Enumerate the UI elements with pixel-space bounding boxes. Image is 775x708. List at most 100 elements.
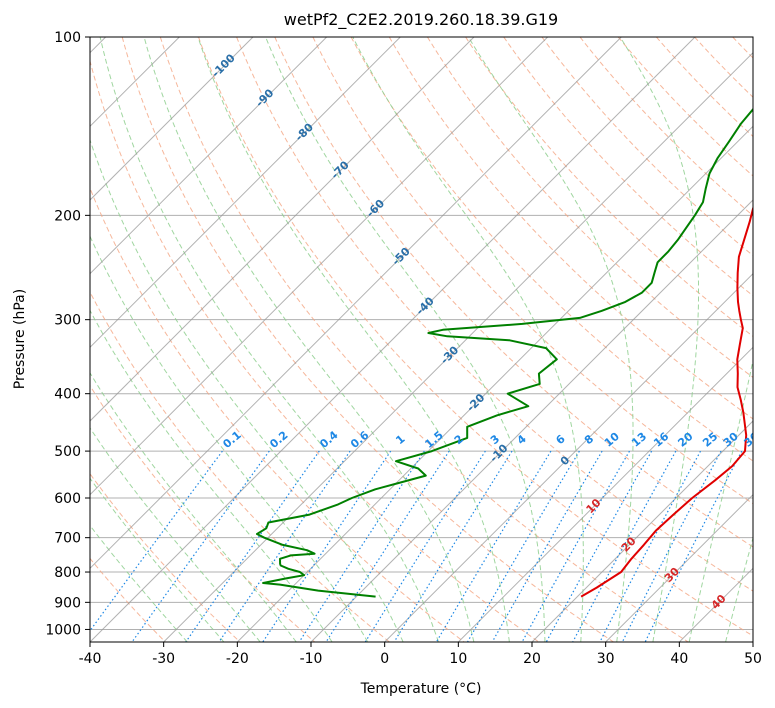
pressure-gridlines <box>90 37 753 630</box>
isotherm-line <box>90 37 475 422</box>
dry-adiabat-line <box>656 37 753 138</box>
mixing-ratio-lines <box>90 450 743 642</box>
isotherm-line <box>678 567 753 642</box>
x-tick-label: 10 <box>449 651 467 667</box>
moist-adiabat-line <box>619 37 699 642</box>
mixing-ratio-line <box>521 450 631 642</box>
mixing-ratio-label: 2 <box>452 432 466 447</box>
x-tick-label: -30 <box>152 651 175 667</box>
mixing-ratio-line <box>185 450 320 642</box>
x-tick-label: -40 <box>79 651 102 667</box>
mixing-ratio-line <box>491 450 603 642</box>
y-axis-label: Pressure (hPa) <box>12 289 28 389</box>
x-axis-label: Temperature (°C) <box>360 681 482 697</box>
moist-adiabat-line <box>90 524 188 642</box>
isotherm-line <box>531 420 753 642</box>
mixing-ratio-label: 4 <box>515 432 529 447</box>
y-tick-label: 400 <box>54 387 81 403</box>
isotherm-line <box>605 493 753 642</box>
plot-area: -100-90-80-70-60-50-40-30-20-10 010203040… <box>90 37 775 642</box>
isotherm-line <box>90 37 328 275</box>
mixing-ratio-label: 0.4 <box>317 428 341 451</box>
x-tick-label: -10 <box>300 651 323 667</box>
mixing-ratio-line <box>325 450 450 642</box>
dry-adiabat-line <box>90 472 241 642</box>
dry-adiabat-line <box>465 37 753 337</box>
dry-adiabat-line <box>771 37 775 642</box>
profile-series <box>256 107 753 598</box>
moist-adiabats <box>90 37 753 642</box>
x-tick-label: 50 <box>744 651 762 667</box>
y-tick-label: 300 <box>54 313 81 329</box>
isotherm-line <box>90 37 401 349</box>
moist-adiabat-line <box>99 37 439 642</box>
dry-adiabat-line <box>90 291 390 642</box>
mixing-ratio-label: 0.2 <box>267 428 290 450</box>
y-tick-label: 700 <box>54 531 81 547</box>
dry-adiabat-line <box>274 37 753 548</box>
isotherm-line <box>163 51 753 642</box>
mixing-ratio-label: 10 <box>602 430 622 450</box>
y-tick-label: 800 <box>54 565 81 581</box>
mixing-ratio-line <box>393 450 513 642</box>
dewpoint-profile-line <box>256 107 753 598</box>
dry-adiabats <box>90 37 775 642</box>
moist-adiabat-line <box>143 37 475 642</box>
mixing-ratio-line <box>364 450 486 642</box>
mixing-ratio-line <box>545 450 653 642</box>
x-tick-label: 0 <box>380 651 389 667</box>
moist-adiabat-line <box>90 235 369 642</box>
mixing-ratio-label: 8 <box>582 432 596 447</box>
mixing-ratio-line <box>131 450 270 642</box>
isotherm-line <box>457 346 753 642</box>
x-tick-label: 20 <box>523 651 541 667</box>
dry-adiabat-line <box>350 37 753 462</box>
moist-adiabat-line <box>688 358 753 642</box>
x-tick-label: 30 <box>597 651 615 667</box>
x-tick-label: -20 <box>226 651 249 667</box>
mixing-ratio-label: 0.6 <box>348 428 372 451</box>
mixing-ratio-label: 13 <box>629 430 649 450</box>
moist-adiabat-line <box>90 309 333 642</box>
mixing-ratio-line <box>621 450 722 642</box>
isotherm-line <box>236 125 753 642</box>
isotherm-line <box>752 641 753 642</box>
line-labels: -100-90-80-70-60-50-40-30-20-10 010203040… <box>209 51 761 612</box>
isotherm-line <box>90 37 254 201</box>
dry-adiabat-line <box>617 37 753 177</box>
isotherm-line <box>384 272 753 642</box>
mixing-ratio-line <box>218 450 351 642</box>
moist-adiabat-line <box>90 427 261 642</box>
dry-adiabat-line <box>198 37 753 637</box>
moist-adiabat-line <box>725 536 753 642</box>
y-tick-label: 1000 <box>45 622 81 638</box>
moist-adiabat-line <box>265 37 546 642</box>
mixing-ratio-label: 0.1 <box>220 428 243 450</box>
chart-title: wetPf2_C2E2.2019.260.18.39.G19 <box>284 10 558 30</box>
dry-adiabat-line <box>90 59 540 642</box>
mixing-ratio-line <box>599 450 702 642</box>
dry-adiabat-line <box>90 384 316 642</box>
mixing-ratio-label: 20 <box>675 430 695 450</box>
mixing-ratio-label: 36 <box>741 430 761 450</box>
y-tick-label: 100 <box>54 30 81 46</box>
mixing-ratio-label: 25 <box>700 430 720 450</box>
isotherm-line <box>90 37 622 570</box>
temperature-profile-line <box>580 205 753 598</box>
moist-adiabat-line <box>197 37 510 642</box>
isotherm-line <box>310 199 753 642</box>
dry-adiabat-line <box>121 37 614 642</box>
y-tick-label: 600 <box>54 491 81 507</box>
isotherms <box>90 37 753 642</box>
y-tick-label: 200 <box>54 208 81 224</box>
mixing-ratio-label: 6 <box>553 432 567 447</box>
isotherm-line <box>90 37 549 496</box>
mixing-ratio-line <box>466 450 580 642</box>
dry-adiabat-line <box>541 37 753 257</box>
mixing-ratio-line <box>435 450 552 642</box>
moist-adiabat-line <box>90 371 297 642</box>
plot-frame <box>89 36 754 643</box>
moist-adiabat-line <box>90 138 404 642</box>
dry-adiabat-line <box>312 37 753 505</box>
